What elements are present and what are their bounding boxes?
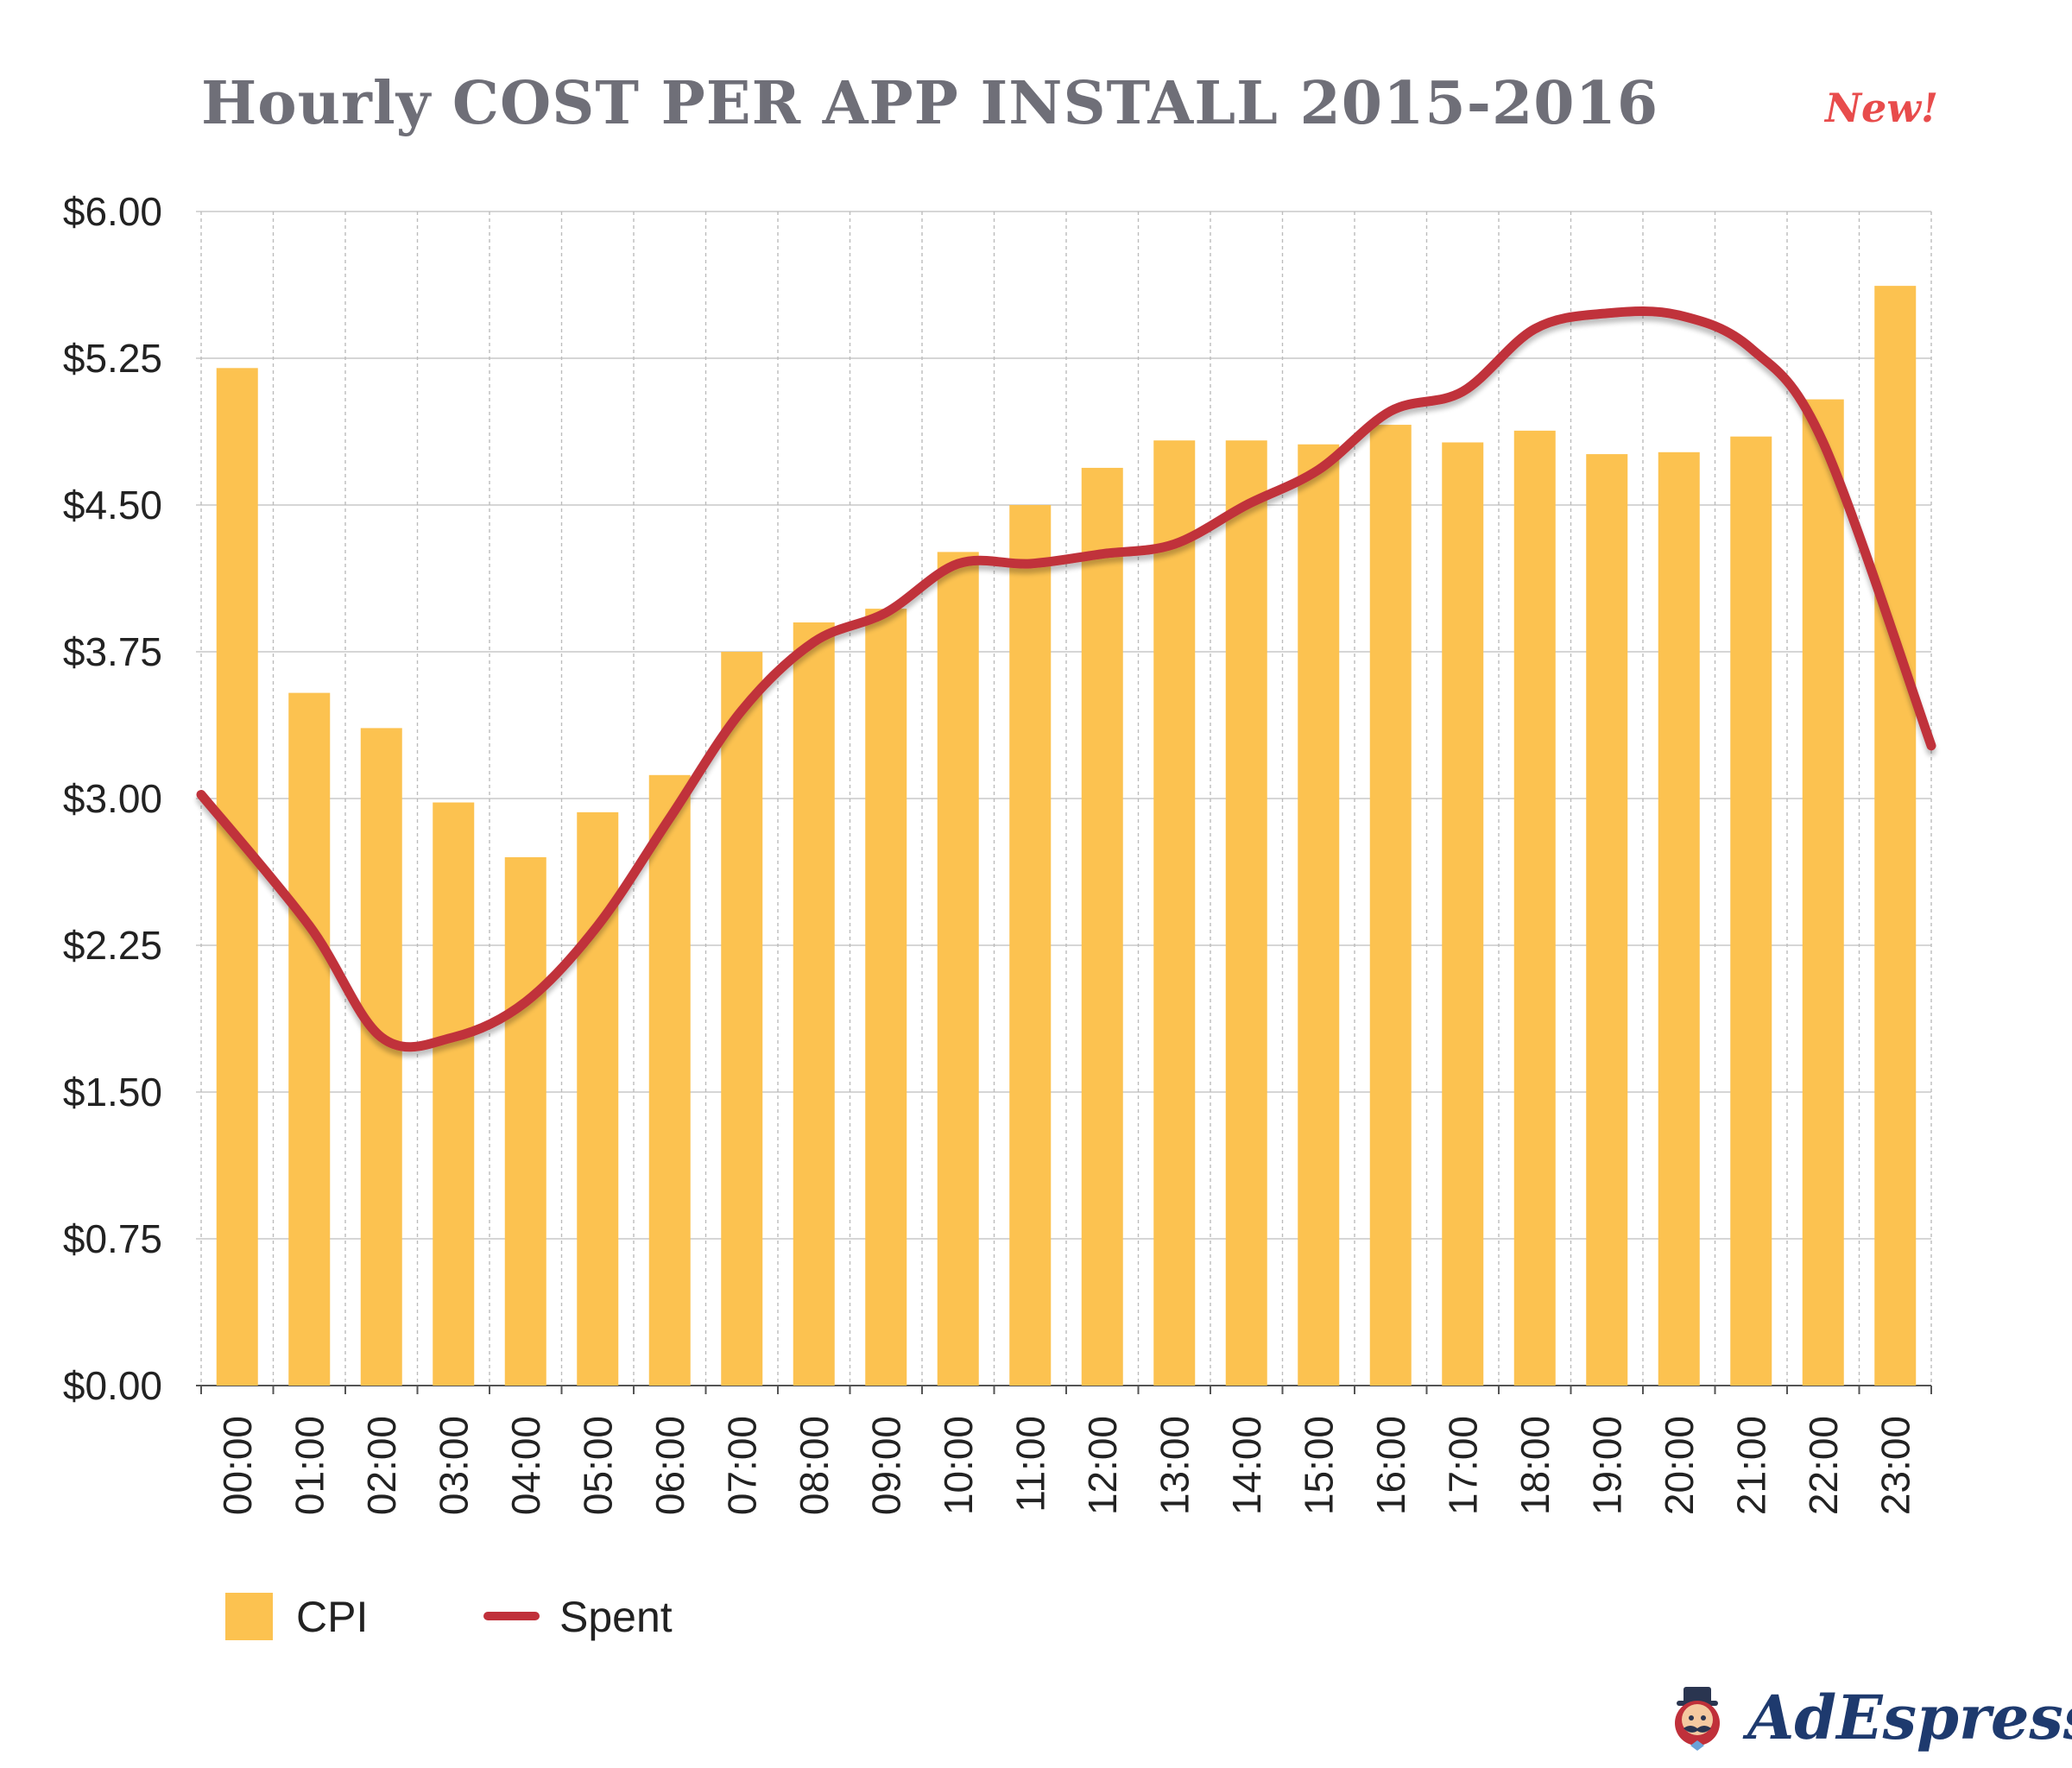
x-tick-label: 05:00 bbox=[575, 1416, 620, 1515]
x-tick-label: 06:00 bbox=[648, 1416, 692, 1515]
cpi-bar bbox=[648, 774, 691, 1386]
x-tick-label: 11:00 bbox=[1008, 1416, 1052, 1512]
chart-title: Hourly COST PER APP INSTALL 2015-2016 bbox=[201, 69, 1659, 138]
x-axis-ticks: 00:00 01:00 02:00 03:00 04:00 05:00 06:00 07:00… bbox=[215, 1416, 1918, 1515]
cpi-bar bbox=[216, 368, 258, 1386]
x-tick-label: 09:00 bbox=[863, 1416, 908, 1515]
cpi-bar bbox=[1513, 430, 1556, 1386]
x-tick-label: 19:00 bbox=[1584, 1416, 1629, 1515]
cpi-bar bbox=[1225, 440, 1267, 1386]
cpi-bar bbox=[1009, 505, 1052, 1386]
cpi-bar bbox=[433, 802, 475, 1386]
cpi-bar bbox=[1442, 442, 1484, 1386]
x-tick-label: 20:00 bbox=[1657, 1416, 1702, 1515]
x-tick-label: 10:00 bbox=[936, 1416, 981, 1515]
cpi-bar bbox=[793, 622, 835, 1386]
y-tick-label: $6.00 bbox=[63, 189, 162, 234]
spent-line bbox=[196, 306, 1936, 1052]
x-tick-label: 04:00 bbox=[503, 1416, 548, 1515]
cpi-bar bbox=[1369, 425, 1412, 1386]
x-tick-label: 03:00 bbox=[431, 1416, 476, 1515]
y-tick-label: $3.00 bbox=[63, 776, 162, 821]
cpi-bar bbox=[360, 728, 402, 1386]
y-tick-label: $0.00 bbox=[63, 1363, 162, 1408]
cpi-bar bbox=[937, 552, 979, 1386]
cpi-bar bbox=[1874, 286, 1917, 1386]
cpi-bar bbox=[1081, 467, 1123, 1386]
x-tick-label: 23:00 bbox=[1873, 1416, 1917, 1515]
x-tick-label: 21:00 bbox=[1728, 1416, 1773, 1515]
x-tick-label: 01:00 bbox=[287, 1416, 332, 1515]
spent-line-layer bbox=[196, 306, 1936, 1052]
y-axis-ticks: $0.00 $0.75 $1.50 $2.25 $3.00 $3.75 $4.50 $5.25… bbox=[63, 189, 162, 1408]
y-tick-label: $2.25 bbox=[63, 923, 162, 968]
x-tick-label: 16:00 bbox=[1368, 1416, 1413, 1515]
x-tick-label: 17:00 bbox=[1440, 1416, 1485, 1515]
cpi-bar bbox=[1658, 451, 1700, 1386]
cpi-bar bbox=[504, 857, 546, 1386]
x-tick-label: 15:00 bbox=[1296, 1416, 1341, 1515]
cpi-bars bbox=[216, 286, 1917, 1386]
y-tick-label: $5.25 bbox=[63, 336, 162, 381]
cpi-bar bbox=[1802, 399, 1844, 1386]
legend-cpi-label: CPI bbox=[296, 1593, 368, 1641]
x-tick-label: 13:00 bbox=[1152, 1416, 1197, 1515]
x-tick-label: 22:00 bbox=[1801, 1416, 1846, 1515]
cpi-bar bbox=[1298, 444, 1340, 1386]
new-badge: New! bbox=[1825, 85, 1939, 131]
y-tick-label: $1.50 bbox=[63, 1070, 162, 1114]
x-tick-label: 14:00 bbox=[1224, 1416, 1269, 1515]
x-tick-label: 02:00 bbox=[359, 1416, 404, 1515]
y-tick-label: $0.75 bbox=[63, 1216, 162, 1261]
adespresso-logo: AdEspresso bbox=[1747, 1682, 2072, 1753]
legend: CPI Spent bbox=[225, 1593, 673, 1641]
y-tick-label: $4.50 bbox=[63, 483, 162, 527]
cpi-bar bbox=[288, 692, 331, 1386]
cpi-bar bbox=[1586, 454, 1628, 1386]
legend-spent-label: Spent bbox=[559, 1593, 673, 1641]
cpi-bar bbox=[721, 652, 763, 1386]
x-tick-label: 08:00 bbox=[792, 1416, 837, 1515]
x-tick-label: 00:00 bbox=[215, 1416, 260, 1515]
mascot-icon bbox=[1665, 1685, 1734, 1759]
x-tick-label: 07:00 bbox=[719, 1416, 764, 1515]
grid bbox=[196, 211, 1932, 1394]
cpi-bar bbox=[1730, 436, 1772, 1386]
x-tick-label: 12:00 bbox=[1080, 1416, 1125, 1515]
legend-cpi-swatch bbox=[225, 1593, 273, 1640]
y-tick-label: $3.75 bbox=[63, 629, 162, 674]
x-tick-label: 18:00 bbox=[1513, 1416, 1557, 1515]
cpi-bar bbox=[865, 609, 907, 1386]
cpi-bar bbox=[1153, 440, 1196, 1386]
